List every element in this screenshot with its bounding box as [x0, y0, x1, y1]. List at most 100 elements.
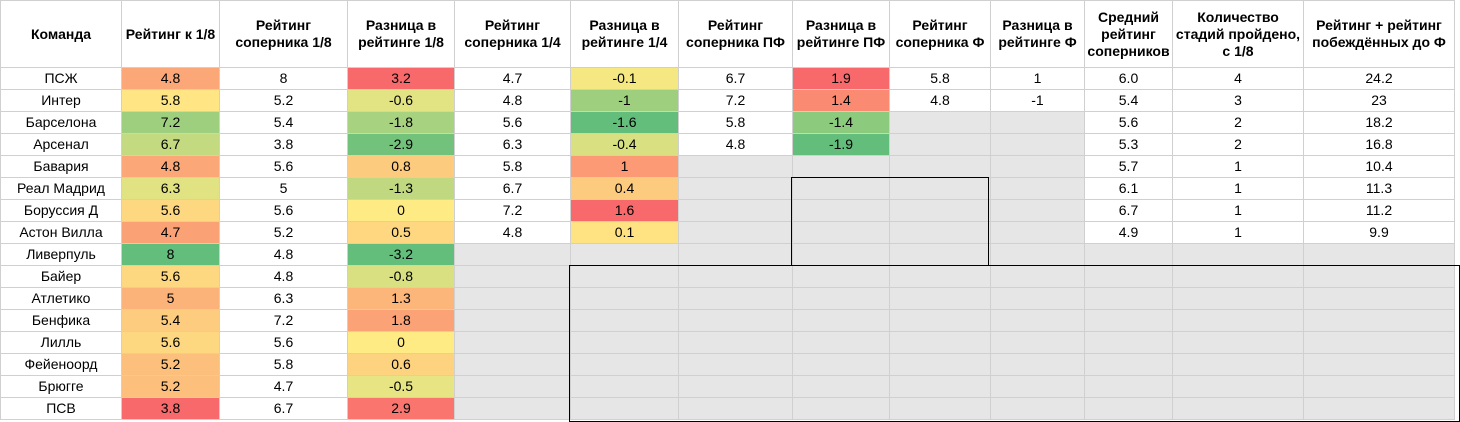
stages-cell[interactable]: 2	[1172, 133, 1304, 156]
diff-f-cell[interactable]	[990, 397, 1085, 420]
opponent-sf-cell[interactable]	[678, 309, 793, 332]
rating-18-cell[interactable]: 4.8	[121, 155, 220, 178]
opponent-18-cell[interactable]: 5.6	[219, 199, 348, 222]
col-header-total[interactable]: Рейтинг + рейтинг побеждённых до Ф	[1303, 0, 1455, 68]
opponent-18-cell[interactable]: 7.2	[219, 309, 348, 332]
diff-14-cell[interactable]: -1	[570, 89, 679, 112]
avg-opponent-cell[interactable]: 5.7	[1084, 155, 1173, 178]
opponent-f-cell[interactable]	[889, 309, 991, 332]
opponent-sf-cell[interactable]: 7.2	[678, 89, 793, 112]
stages-cell[interactable]	[1172, 397, 1304, 420]
opponent-14-cell[interactable]: 6.3	[454, 133, 571, 156]
diff-18-cell[interactable]: -0.6	[347, 89, 455, 112]
opponent-sf-cell[interactable]	[678, 221, 793, 244]
col-header-rating-18[interactable]: Рейтинг к 1/8	[121, 0, 220, 68]
rating-18-cell[interactable]: 3.8	[121, 397, 220, 420]
total-cell[interactable]: 16.8	[1303, 133, 1455, 156]
diff-18-cell[interactable]: 0.6	[347, 353, 455, 376]
rating-18-cell[interactable]: 5.4	[121, 309, 220, 332]
diff-18-cell[interactable]: -2.9	[347, 133, 455, 156]
team-cell[interactable]: Байер	[0, 265, 122, 288]
opponent-f-cell[interactable]	[889, 221, 991, 244]
diff-sf-cell[interactable]	[792, 199, 890, 222]
diff-sf-cell[interactable]	[792, 287, 890, 310]
opponent-14-cell[interactable]: 4.7	[454, 67, 571, 90]
opponent-sf-cell[interactable]	[678, 331, 793, 354]
team-cell[interactable]: Боруссия Д	[0, 199, 122, 222]
diff-sf-cell[interactable]	[792, 397, 890, 420]
avg-opponent-cell[interactable]	[1084, 309, 1173, 332]
opponent-14-cell[interactable]: 4.8	[454, 89, 571, 112]
opponent-sf-cell[interactable]: 4.8	[678, 133, 793, 156]
diff-18-cell[interactable]: -0.5	[347, 375, 455, 398]
rating-18-cell[interactable]: 5	[121, 287, 220, 310]
opponent-18-cell[interactable]: 4.8	[219, 265, 348, 288]
team-cell[interactable]: ПСВ	[0, 397, 122, 420]
avg-opponent-cell[interactable]: 6.7	[1084, 199, 1173, 222]
col-header-diff-18[interactable]: Разница в рейтинге 1/8	[347, 0, 455, 68]
total-cell[interactable]	[1303, 353, 1455, 376]
diff-f-cell[interactable]	[990, 243, 1085, 266]
opponent-18-cell[interactable]: 4.8	[219, 243, 348, 266]
stages-cell[interactable]	[1172, 353, 1304, 376]
opponent-14-cell[interactable]	[454, 265, 571, 288]
opponent-14-cell[interactable]: 4.8	[454, 221, 571, 244]
avg-opponent-cell[interactable]	[1084, 375, 1173, 398]
stages-cell[interactable]	[1172, 309, 1304, 332]
opponent-18-cell[interactable]: 5.6	[219, 331, 348, 354]
total-cell[interactable]	[1303, 265, 1455, 288]
stages-cell[interactable]: 3	[1172, 89, 1304, 112]
opponent-14-cell[interactable]	[454, 397, 571, 420]
diff-sf-cell[interactable]: 1.4	[792, 89, 890, 112]
rating-18-cell[interactable]: 5.6	[121, 199, 220, 222]
diff-f-cell[interactable]	[990, 353, 1085, 376]
diff-f-cell[interactable]	[990, 133, 1085, 156]
diff-sf-cell[interactable]	[792, 243, 890, 266]
opponent-f-cell[interactable]	[889, 375, 991, 398]
stages-cell[interactable]	[1172, 375, 1304, 398]
team-cell[interactable]: Интер	[0, 89, 122, 112]
opponent-18-cell[interactable]: 6.7	[219, 397, 348, 420]
diff-14-cell[interactable]: 1	[570, 155, 679, 178]
diff-f-cell[interactable]	[990, 155, 1085, 178]
diff-sf-cell[interactable]	[792, 309, 890, 332]
col-header-team[interactable]: Команда	[0, 0, 122, 68]
opponent-f-cell[interactable]	[889, 111, 991, 134]
opponent-f-cell[interactable]	[889, 133, 991, 156]
total-cell[interactable]: 9.9	[1303, 221, 1455, 244]
diff-18-cell[interactable]: 1.3	[347, 287, 455, 310]
opponent-14-cell[interactable]: 5.8	[454, 155, 571, 178]
diff-sf-cell[interactable]	[792, 375, 890, 398]
diff-14-cell[interactable]: -0.4	[570, 133, 679, 156]
diff-18-cell[interactable]: 0	[347, 331, 455, 354]
team-cell[interactable]: Барселона	[0, 111, 122, 134]
col-header-opponent-sf[interactable]: Рейтинг соперника ПФ	[678, 0, 793, 68]
diff-18-cell[interactable]: 1.8	[347, 309, 455, 332]
diff-sf-cell[interactable]: -1.9	[792, 133, 890, 156]
team-cell[interactable]: ПСЖ	[0, 67, 122, 90]
diff-f-cell[interactable]	[990, 331, 1085, 354]
opponent-18-cell[interactable]: 4.7	[219, 375, 348, 398]
opponent-18-cell[interactable]: 8	[219, 67, 348, 90]
opponent-18-cell[interactable]: 5.8	[219, 353, 348, 376]
diff-18-cell[interactable]: -1.3	[347, 177, 455, 200]
opponent-14-cell[interactable]: 6.7	[454, 177, 571, 200]
team-cell[interactable]: Бенфика	[0, 309, 122, 332]
team-cell[interactable]: Атлетико	[0, 287, 122, 310]
avg-opponent-cell[interactable]: 6.0	[1084, 67, 1173, 90]
total-cell[interactable]	[1303, 287, 1455, 310]
diff-f-cell[interactable]: 1	[990, 67, 1085, 90]
team-cell[interactable]: Фейеноорд	[0, 353, 122, 376]
opponent-sf-cell[interactable]	[678, 243, 793, 266]
diff-f-cell[interactable]	[990, 309, 1085, 332]
avg-opponent-cell[interactable]: 5.3	[1084, 133, 1173, 156]
team-cell[interactable]: Реал Мадрид	[0, 177, 122, 200]
opponent-sf-cell[interactable]	[678, 397, 793, 420]
total-cell[interactable]: 24.2	[1303, 67, 1455, 90]
diff-sf-cell[interactable]	[792, 177, 890, 200]
total-cell[interactable]: 11.2	[1303, 199, 1455, 222]
rating-18-cell[interactable]: 4.8	[121, 67, 220, 90]
diff-14-cell[interactable]	[570, 309, 679, 332]
team-cell[interactable]: Арсенал	[0, 133, 122, 156]
stages-cell[interactable]: 2	[1172, 111, 1304, 134]
